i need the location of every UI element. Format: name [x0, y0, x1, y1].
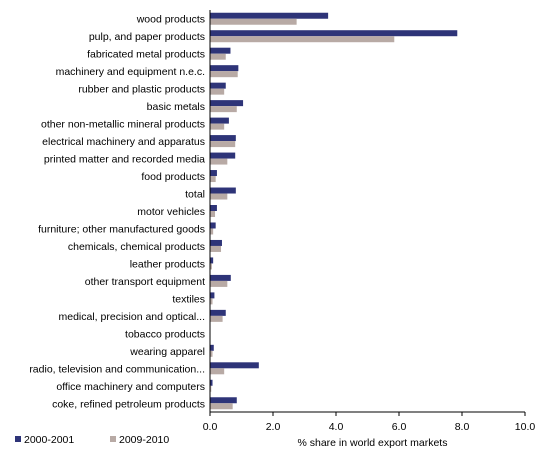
x-tick-label: 8.0 [455, 421, 470, 433]
bar-2009-2010 [210, 245, 222, 252]
category-label: wood products [136, 14, 205, 26]
bar-2009-2010 [210, 385, 212, 392]
category-label: printed matter and recorded media [44, 154, 205, 166]
bar-2009-2010 [210, 368, 225, 375]
category-label: other non-metallic mineral products [41, 119, 205, 131]
x-tick-label: 10.0 [515, 421, 536, 433]
category-label: chemicals, chemical products [68, 241, 205, 253]
category-label: office machinery and computers [56, 381, 205, 393]
category-label: radio, television and communication... [29, 363, 205, 375]
bar-2000-2001 [210, 30, 458, 37]
category-label: wearing apparel [129, 346, 205, 358]
category-label: furniture; other manufactured goods [38, 223, 205, 235]
category-label: leather products [130, 258, 205, 270]
bar-2000-2001 [210, 152, 236, 159]
bar-2000-2001 [210, 222, 216, 229]
category-label: electrical machinery and apparatus [42, 136, 205, 148]
bar-2000-2001 [210, 257, 214, 264]
bar-2000-2001 [210, 82, 226, 89]
category-label: food products [141, 171, 205, 183]
category-label: machinery and equipment n.e.c. [56, 66, 205, 78]
bar-2009-2010 [210, 158, 228, 165]
bar-2000-2001 [210, 309, 226, 316]
x-tick-label: 2.0 [266, 421, 281, 433]
category-label: tobacco products [125, 328, 205, 340]
x-axis-title: % share in world export markets [298, 437, 448, 449]
legend-label: 2009-2010 [119, 434, 169, 446]
legend: 2000-2001 2009-2010 [15, 434, 169, 446]
bar-2009-2010 [210, 71, 238, 78]
bar-2009-2010 [210, 88, 225, 95]
bar-2000-2001 [210, 135, 236, 142]
bar-2000-2001 [210, 292, 215, 299]
bars [210, 12, 458, 410]
bar-2009-2010 [210, 263, 212, 270]
bar-2009-2010 [210, 141, 236, 148]
bar-2000-2001 [210, 379, 213, 386]
bar-2009-2010 [210, 280, 228, 287]
bar-2009-2010 [210, 350, 213, 357]
category-label: other transport equipment [85, 276, 205, 288]
bar-2009-2010 [210, 53, 226, 60]
category-label: rubber and plastic products [78, 84, 205, 96]
category-label: textiles [172, 293, 205, 305]
legend-swatch [15, 436, 21, 442]
legend-label: 2000-2001 [24, 434, 74, 446]
bar-2009-2010 [210, 18, 297, 25]
legend-swatch [110, 436, 116, 442]
bar-2000-2001 [210, 397, 237, 404]
bar-2000-2001 [210, 344, 214, 351]
bar-2009-2010 [210, 123, 225, 130]
category-labels: wood products pulp, and paper products fab… [29, 14, 205, 411]
bar-2009-2010 [210, 228, 214, 235]
category-label: medical, precision and optical... [59, 311, 206, 323]
bar-2000-2001 [210, 239, 222, 246]
bar-2009-2010 [210, 106, 237, 113]
bar-2000-2001 [210, 12, 329, 19]
bar-2000-2001 [210, 205, 217, 211]
category-label: total [185, 189, 205, 201]
bar-2000-2001 [210, 65, 239, 72]
bar-2009-2010 [210, 36, 395, 43]
category-label: pulp, and paper products [89, 31, 205, 43]
category-label: fabricated metal products [87, 49, 205, 61]
bar-2009-2010 [210, 298, 213, 305]
category-label: basic metals [147, 101, 205, 113]
bar-2000-2001 [210, 170, 217, 177]
x-tick-label: 4.0 [329, 421, 344, 433]
bar-2000-2001 [210, 187, 236, 194]
category-label: coke, refined petroleum products [52, 398, 205, 410]
bar-2000-2001 [210, 47, 231, 54]
bar-2009-2010 [210, 176, 216, 183]
bar-2000-2001 [210, 100, 244, 107]
x-tick-label: 0.0 [203, 421, 218, 433]
bar-2000-2001 [210, 362, 259, 369]
x-axis-ticks: 0.0 2.0 4.0 6.0 8.0 10.0 [203, 412, 536, 433]
bar-2009-2010 [210, 403, 233, 410]
x-tick-label: 6.0 [392, 421, 407, 433]
bar-2000-2001 [210, 117, 229, 124]
bar-2009-2010 [210, 315, 223, 322]
bar-2000-2001 [210, 274, 231, 281]
category-label: motor vehicles [137, 206, 205, 218]
bar-2009-2010 [210, 211, 216, 217]
bar-2009-2010 [210, 193, 228, 200]
